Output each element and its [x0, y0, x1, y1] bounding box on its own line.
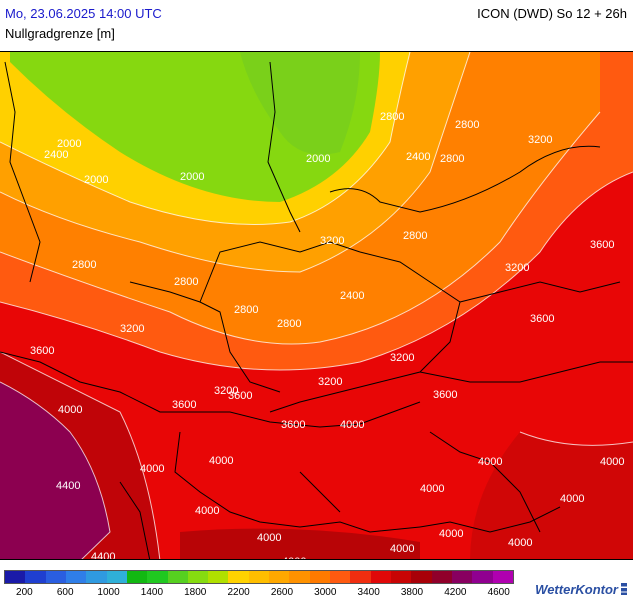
contour-label: 4000: [508, 537, 532, 549]
scale-tick-label: 1000: [97, 587, 120, 598]
forecast-datetime: Mo, 23.06.2025 14:00 UTC: [5, 6, 162, 21]
scale-tick-label: 1800: [184, 587, 207, 598]
contour-label: 3600: [30, 345, 54, 357]
scale-tick-label: 2600: [270, 587, 294, 598]
field-alps: [180, 528, 420, 559]
contour-label: 3600: [172, 399, 196, 411]
contour-label: 2400: [44, 149, 68, 161]
contour-label: 2800: [174, 276, 198, 288]
contour-label: 2000: [180, 171, 204, 183]
color-swatch: [228, 571, 249, 583]
color-swatch: [330, 571, 351, 583]
contour-label: 4000: [439, 528, 463, 540]
contour-label: 3200: [120, 323, 144, 335]
contour-lines: [0, 52, 633, 559]
parameter-title: Nullgradgrenze [m]: [5, 26, 115, 41]
contour-label: 4000: [209, 455, 233, 467]
contour-label: 2800: [403, 230, 427, 242]
contour-label: 2000: [306, 153, 330, 165]
contour-label: 2800: [440, 153, 464, 165]
color-swatch: [106, 571, 127, 583]
color-swatch: [350, 571, 371, 583]
color-swatch: [390, 571, 412, 583]
color-swatch: [167, 571, 188, 583]
color-swatch: [5, 571, 26, 583]
color-swatch: [25, 571, 46, 583]
contour-label: 2800: [277, 318, 301, 330]
map-canvas: 2400 2000 2000 2000 2800 3200 3200 2800 …: [0, 52, 633, 560]
color-swatch: [309, 571, 330, 583]
scale-tick-label: 600: [56, 587, 74, 598]
contour-label: 4000: [257, 532, 281, 544]
color-swatch: [86, 571, 107, 583]
color-swatch: [65, 571, 87, 583]
borders: [0, 61, 633, 559]
scale-tick-label: 1400: [140, 587, 164, 598]
contour-label: 3200: [390, 352, 414, 364]
scale-tick-label: 4600: [487, 587, 510, 598]
color-swatch: [370, 571, 391, 583]
contour-label: 4000: [140, 463, 164, 475]
contour-label: 4000: [478, 456, 502, 468]
brand-text-2: Kontor: [575, 582, 618, 597]
model-run: ICON (DWD) So 12 + 26h: [477, 6, 627, 21]
freezing-level-map: 2400 2000 2000 2000 2800 3200 3200 2800 …: [0, 51, 633, 560]
contour-label: 3600: [590, 239, 614, 251]
contour-label: 3200: [318, 376, 342, 388]
color-swatch: [187, 571, 209, 583]
contour-label: 4000: [58, 404, 82, 416]
color-swatch: [451, 571, 473, 583]
brand-bars-icon: [621, 583, 627, 595]
wetterkontor-logo: WetterKontor: [535, 582, 627, 597]
contour-label: 3600: [530, 313, 554, 325]
contour-label: 2400: [406, 151, 430, 163]
color-swatch: [45, 571, 66, 583]
contour-label: 2800: [234, 304, 258, 316]
contour-label: 4000: [195, 505, 219, 517]
contour-label: 4000: [420, 483, 444, 495]
contour-label: 4000: [560, 493, 584, 505]
contour-label: 3600: [433, 389, 457, 401]
contour-label: 2000: [84, 174, 108, 186]
color-scale: [4, 570, 514, 584]
contour-label: 3200: [505, 262, 529, 274]
color-swatch: [208, 571, 229, 583]
scale-tick-label: 200: [16, 587, 33, 598]
contour-label: 2800: [455, 119, 479, 131]
scale-tick-label: 3400: [357, 587, 380, 598]
color-swatch: [269, 571, 290, 583]
color-swatch: [289, 571, 310, 583]
contour-label: 2000: [57, 138, 81, 150]
brand-text-1: Wetter: [535, 582, 576, 597]
contour-label-group: 2400 2000 2000 2000 2800 3200 3200 2800 …: [30, 111, 624, 560]
contour-label: 3600: [228, 390, 252, 402]
color-swatch: [411, 571, 432, 583]
contour-label: 4000: [600, 456, 624, 468]
field-2000b: [240, 52, 360, 155]
contour-label: 3200: [528, 134, 552, 146]
scale-tick-label: 3000: [314, 587, 337, 598]
contour-label: 4000: [340, 419, 364, 431]
color-swatch: [126, 571, 148, 583]
scale-tick-label: 4200: [444, 587, 467, 598]
contour-label: 2400: [340, 290, 364, 302]
contour-label: 3200: [214, 385, 238, 397]
contour-label: 4000: [282, 556, 306, 560]
contour-label: 2800: [380, 111, 404, 123]
contour-label: 4000: [390, 543, 414, 555]
color-swatch: [492, 571, 513, 583]
color-swatch: [248, 571, 270, 583]
contour-label: 3600: [281, 419, 305, 431]
scale-tick-label: 2200: [227, 587, 250, 598]
color-swatch: [147, 571, 168, 583]
color-swatch: [431, 571, 452, 583]
color-swatch: [472, 571, 493, 583]
contour-label: 3200: [320, 235, 344, 247]
field-4400: [0, 382, 110, 559]
contour-label: 2800: [72, 259, 96, 271]
contour-label: 4400: [91, 551, 115, 560]
scale-tick-label: 3800: [400, 587, 424, 598]
color-scale-labels: 200 600 1000 1400 1800 2200 2600 3000 3400 3800 42…: [4, 587, 514, 599]
contour-label: 4400: [56, 480, 80, 492]
